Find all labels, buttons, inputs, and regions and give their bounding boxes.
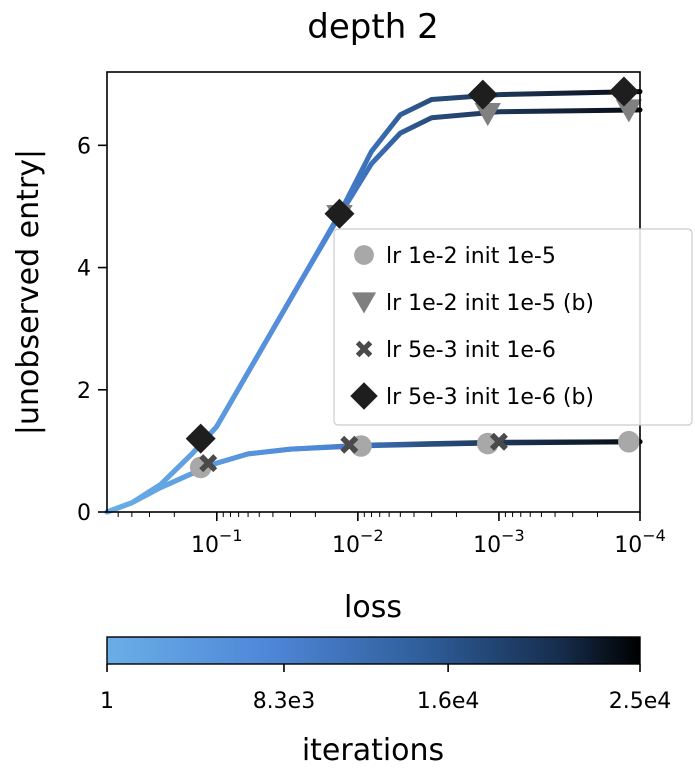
curves xyxy=(104,89,643,515)
legend-marker-2 xyxy=(351,292,377,314)
series-2-marker-3 xyxy=(615,99,643,123)
y-tick-label-3: 4 xyxy=(77,257,91,282)
legend-marker-3 xyxy=(355,340,373,358)
x-tick-label-2: 10−2 xyxy=(332,526,384,558)
colorbar-tick-label-3: 1.6e4 xyxy=(417,689,480,714)
colorbar-ticks: 1 8.3e3 1.6e4 2.5e4 xyxy=(100,664,671,714)
legend-label-3: lr 5e-3 init 1e-6 xyxy=(386,338,556,363)
colorbar-label: iterations xyxy=(302,733,444,768)
plot-area: 10−1 10−2 10−3 10−4 0 2 4 6 xyxy=(77,71,666,558)
legend: lr 1e-2 init 1e-5 lr 1e-2 init 1e-5 (b) lr… xyxy=(333,228,693,426)
series-4-marker-3 xyxy=(467,79,498,110)
legend-label-4: lr 5e-3 init 1e-6 (b) xyxy=(386,385,594,410)
x-tick-label-3: 10−3 xyxy=(473,526,525,558)
y-tick-label-4: 6 xyxy=(77,134,91,159)
x-tick-label-4: 10−4 xyxy=(614,526,666,558)
y-tick-label-1: 0 xyxy=(77,501,91,526)
series-2-marker-2 xyxy=(474,102,501,127)
legend-marker-4 xyxy=(350,382,378,410)
x-axis-label: loss xyxy=(344,590,402,625)
series-1-marker-4 xyxy=(618,430,640,453)
colorbar-gradient xyxy=(106,636,641,665)
colorbar: 1 8.3e3 1.6e4 2.5e4 iterations xyxy=(100,636,671,768)
chart-title: depth 2 xyxy=(307,7,438,47)
legend-marker-1 xyxy=(354,245,374,265)
legend-label-1: lr 1e-2 init 1e-5 xyxy=(386,244,556,269)
series-3-marker-2 xyxy=(340,435,359,454)
colorbar-tick-label-4: 2.5e4 xyxy=(609,689,672,714)
markers xyxy=(185,76,643,479)
x-tick-label-1: 10−1 xyxy=(191,526,243,558)
legend-label-2: lr 1e-2 init 1e-5 (b) xyxy=(386,291,594,316)
series-line-3 xyxy=(104,439,643,515)
colorbar-tick-label-2: 8.3e3 xyxy=(253,689,316,714)
y-axis-label: |unobserved entry| xyxy=(11,149,46,435)
series-3-marker-1 xyxy=(199,454,218,473)
legend-box xyxy=(333,228,693,426)
y-tick-label-2: 2 xyxy=(77,379,91,404)
series-4-marker-2 xyxy=(324,198,355,229)
y-axis-ticks: 0 2 4 6 xyxy=(77,134,107,526)
series-3-marker-3 xyxy=(489,432,508,451)
series-4-marker-4 xyxy=(608,76,639,107)
series-line-4 xyxy=(104,89,643,515)
series-4-marker-1 xyxy=(185,423,216,454)
x-axis-ticks: 10−1 10−2 10−3 10−4 xyxy=(117,512,666,558)
colorbar-tick-label-1: 1 xyxy=(100,689,114,714)
